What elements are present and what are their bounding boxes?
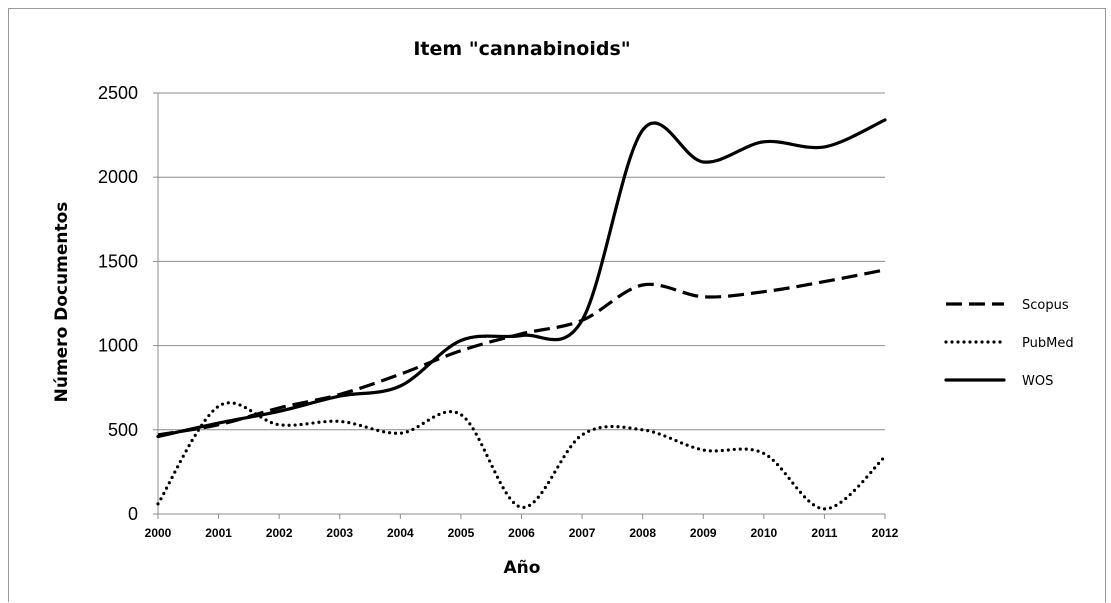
series-wos-line [156, 118, 887, 439]
legend: Scopus PubMed WOS [944, 298, 1074, 389]
y-tick-label: 0 [128, 504, 138, 524]
x-tick-label: 2011 [811, 526, 837, 540]
x-axis-label: Año [504, 558, 541, 578]
y-tick-labels: 0 500 1000 1500 2000 2500 [98, 83, 138, 524]
axes [153, 92, 886, 519]
y-tick-label: 500 [108, 420, 138, 440]
x-tick-label: 2012 [872, 526, 899, 540]
grid-lines [158, 92, 885, 431]
x-tick-label: 2004 [387, 526, 414, 540]
series-pubmed-line [156, 401, 887, 511]
series-lines [156, 118, 887, 511]
x-tick-label: 2001 [205, 526, 232, 540]
legend-label-scopus: Scopus [1022, 298, 1069, 313]
legend-label-wos: WOS [1022, 374, 1053, 389]
x-tick-label: 2009 [690, 526, 717, 540]
y-tick-label: 1000 [98, 336, 138, 356]
y-tick-label: 2000 [98, 167, 138, 187]
x-tick-label: 2008 [629, 526, 656, 540]
x-tick-label: 2007 [569, 526, 596, 540]
legend-label-pubmed: PubMed [1022, 336, 1074, 351]
x-tick-label: 2003 [326, 526, 353, 540]
chart-title: Item "cannabinoids" [413, 38, 630, 60]
x-tick-label: 2002 [266, 526, 293, 540]
x-tick-label: 2000 [145, 526, 172, 540]
x-tick-label: 2006 [508, 526, 535, 540]
x-tick-labels: 2000 2001 2002 2003 2004 2005 2006 2007 2008 2009… [145, 526, 899, 540]
chart-frame [8, 8, 1106, 602]
y-axis-label: Número Documentos [52, 202, 72, 403]
y-tick-label: 2500 [98, 83, 138, 103]
x-tick-label: 2005 [448, 526, 475, 540]
x-tick-label: 2010 [750, 526, 777, 540]
y-tick-label: 1500 [98, 251, 138, 271]
series-scopus-line [157, 268, 886, 437]
